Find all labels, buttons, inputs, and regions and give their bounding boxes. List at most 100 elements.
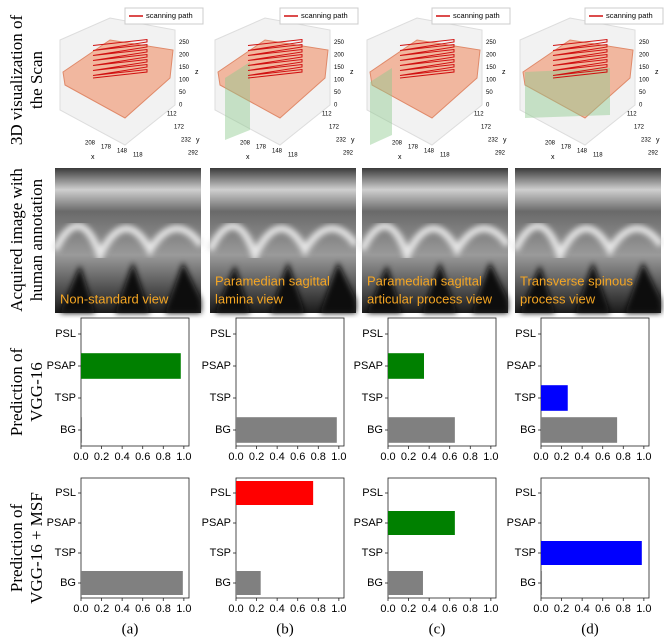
- y-tick-label: PSAP: [507, 517, 536, 529]
- x-tick-label: 148: [424, 149, 435, 155]
- image-texture: [511, 222, 664, 264]
- x-tick-label: 0.2: [401, 451, 416, 463]
- x-tick-label: 0.6: [595, 451, 610, 463]
- y-tick-label: PSL: [362, 487, 383, 499]
- x-tick-label: 0.6: [442, 603, 457, 615]
- x-tick-label: 0.8: [463, 603, 478, 615]
- x-tick-label: 0.8: [616, 603, 631, 615]
- row-label: Prediction of: [7, 504, 26, 593]
- x-tick-label: 0.6: [290, 603, 305, 615]
- x-tick-label: 0.6: [135, 603, 150, 615]
- x-tick-label: 0.0: [380, 603, 395, 615]
- z-tick-label: 250: [486, 40, 497, 46]
- y-tick-label: PSL: [515, 487, 536, 499]
- x-tick-label: 0.6: [442, 451, 457, 463]
- z-axis-label: z: [502, 69, 506, 76]
- x-tick-label: 208: [545, 141, 556, 147]
- y-tick-label: PSL: [210, 487, 231, 499]
- legend-box: [124, 7, 204, 25]
- legend-label: scanning path: [453, 11, 500, 20]
- legend-box: [279, 7, 359, 25]
- image-shadow: [60, 262, 201, 313]
- y-tick-label: BG: [60, 577, 76, 589]
- y-tick-label: PSAP: [354, 360, 383, 372]
- column-label: (c): [429, 621, 446, 637]
- y-tick-label: TSP: [55, 392, 76, 404]
- y-tick-label: PSAP: [202, 360, 231, 372]
- y-tick-label: BG: [520, 577, 536, 589]
- scan-plot: scanning path 0 50 100 150 200 250 z 112 172 232 29…: [59, 7, 204, 161]
- x-tick-label: 1.0: [636, 451, 651, 463]
- x-tick-label: 0.0: [228, 451, 243, 463]
- z-tick-label: 250: [639, 40, 650, 46]
- z-tick-label: 150: [639, 65, 650, 71]
- y-tick-label: 112: [322, 112, 332, 118]
- y-tick-label: TSP: [362, 547, 383, 559]
- bar: [541, 541, 642, 565]
- y-tick-label: TSP: [55, 547, 76, 559]
- y-tick-label: PSL: [362, 328, 383, 340]
- bar: [81, 353, 181, 379]
- image-annotation: Non-standard view: [60, 291, 169, 306]
- y-tick-label: 232: [336, 138, 347, 144]
- plot-frame: [540, 317, 650, 447]
- x-tick-label: 0.0: [380, 451, 395, 463]
- x-tick-label: 178: [408, 145, 419, 151]
- image-annotation: Paramedian sagittal: [367, 273, 482, 288]
- x-tick-label: 0.2: [94, 451, 109, 463]
- y-tick-label: PSAP: [202, 517, 231, 529]
- x-tick-label: 178: [256, 145, 267, 151]
- y-tick-label: BG: [367, 424, 383, 436]
- row-label: Prediction of: [7, 348, 26, 437]
- ultrasound-image: Paramedian sagittal lamina view: [206, 168, 359, 313]
- legend-box: [431, 7, 511, 25]
- x-axis-label: x: [398, 154, 402, 161]
- z-tick-label: 200: [334, 53, 345, 59]
- x-tick-label: 0.0: [533, 603, 548, 615]
- x-tick-label: 1.0: [331, 603, 346, 615]
- z-tick-label: 0: [639, 103, 643, 109]
- z-tick-label: 100: [486, 78, 497, 84]
- legend-label: scanning path: [606, 11, 653, 20]
- scanning-path: [399, 38, 455, 79]
- x-tick-label: 0.4: [574, 451, 589, 463]
- x-tick-label: 148: [272, 149, 283, 155]
- x-tick-label: 0.2: [94, 603, 109, 615]
- row-label: VGG-16: [27, 362, 46, 422]
- x-tick-label: 1.0: [483, 603, 498, 615]
- z-tick-label: 150: [334, 65, 345, 71]
- y-axis-label: y: [351, 137, 355, 144]
- y-tick-label: 172: [174, 125, 185, 131]
- z-tick-label: 0: [486, 103, 490, 109]
- image-shadow: [520, 262, 661, 313]
- x-axis-label: x: [246, 154, 250, 161]
- bar: [388, 511, 455, 535]
- x-tick-label: 1.0: [176, 451, 191, 463]
- y-tick-label: 232: [488, 138, 499, 144]
- y-tick-label: TSP: [515, 547, 536, 559]
- scanning-path: [92, 38, 148, 79]
- z-axis-label: z: [655, 69, 659, 76]
- z-tick-label: 100: [179, 78, 190, 84]
- x-tick-label: 0.8: [311, 603, 326, 615]
- z-tick-label: 200: [639, 53, 650, 59]
- ultrasound-image: Paramedian sagittal articular process vie…: [358, 168, 511, 313]
- scan-plot: scanning path 0 50 100 150 200 250 z 112 172 232 29…: [214, 7, 359, 161]
- bar: [236, 417, 337, 443]
- bar: [81, 417, 83, 443]
- bar: [81, 571, 183, 595]
- y-axis-label: y: [196, 137, 200, 144]
- x-tick-label: 0.4: [114, 603, 129, 615]
- y-tick-label: PSL: [55, 328, 76, 340]
- y-tick-label: PSL: [515, 328, 536, 340]
- x-tick-label: 0.6: [135, 451, 150, 463]
- y-tick-label: 172: [634, 125, 645, 131]
- x-tick-label: 0.8: [311, 451, 326, 463]
- legend-label: scanning path: [146, 11, 193, 20]
- z-tick-label: 150: [486, 65, 497, 71]
- x-tick-label: 208: [240, 141, 251, 147]
- x-tick-label: 0.0: [73, 451, 88, 463]
- x-tick-label: 0.4: [574, 603, 589, 615]
- legend-label: scanning path: [301, 11, 348, 20]
- y-tick-label: PSAP: [47, 360, 76, 372]
